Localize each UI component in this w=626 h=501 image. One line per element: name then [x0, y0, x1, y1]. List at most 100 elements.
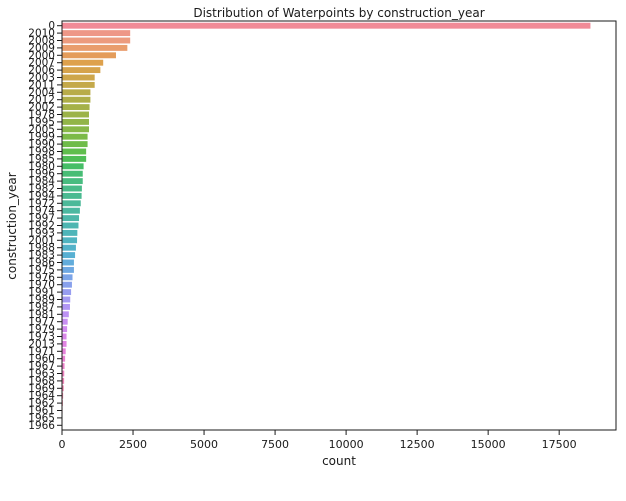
bar-1977 [62, 318, 68, 325]
y-tick-label: 1985 [28, 153, 55, 165]
y-tick-label: 1970 [28, 279, 55, 291]
y-tick-label: 2006 [28, 65, 55, 77]
bar-1992 [62, 222, 79, 229]
y-tick-label: 1980 [28, 161, 55, 173]
y-tick-label: 1981 [28, 309, 55, 321]
bar-1969 [62, 385, 64, 392]
y-tick-labels: 0201020082009200020072006200320112004201… [28, 20, 62, 432]
bar-2002 [62, 104, 90, 111]
bar-1963 [62, 370, 65, 377]
y-tick-label: 1987 [28, 301, 55, 313]
y-tick-label: 1963 [28, 368, 55, 380]
x-tick-label: 2500 [119, 438, 147, 451]
bar-1997 [62, 215, 80, 222]
y-tick-label: 1996 [28, 168, 55, 180]
y-tick-label: 2003 [28, 72, 55, 84]
y-tick-label: 1991 [28, 287, 55, 299]
bar-1964 [62, 392, 64, 399]
y-tick-label: 1976 [28, 272, 55, 284]
y-tick-label: 2000 [28, 50, 55, 62]
bar-1974 [62, 207, 80, 214]
bar-1982 [62, 185, 82, 192]
bar-0 [62, 22, 591, 29]
bar-2004 [62, 89, 91, 96]
y-tick-label: 1965 [28, 412, 55, 424]
bar-2000 [62, 52, 116, 59]
y-tick-label: 1977 [28, 316, 55, 328]
bar-1973 [62, 333, 67, 340]
bar-1994 [62, 192, 82, 199]
y-tick-label: 2013 [28, 338, 55, 350]
bar-1979 [62, 326, 68, 333]
y-tick-label: 1962 [28, 398, 55, 410]
x-tick-label: 5000 [190, 438, 218, 451]
y-tick-label: 2004 [28, 87, 55, 99]
bar-2013 [62, 340, 67, 347]
bar-1970 [62, 281, 72, 288]
bar-1971 [62, 348, 66, 355]
bar-2011 [62, 81, 95, 88]
y-tick-label: 1971 [28, 346, 55, 358]
y-tick-label: 2011 [28, 79, 55, 91]
y-tick-label: 0 [48, 20, 55, 32]
bar-1988 [62, 244, 76, 251]
y-tick-label: 1961 [28, 405, 55, 417]
bar-1993 [62, 229, 78, 236]
y-tick-label: 2001 [28, 235, 55, 247]
bar-2001 [62, 237, 78, 244]
bar-2012 [62, 96, 91, 103]
x-tick-label: 12500 [400, 438, 435, 451]
bar-1989 [62, 296, 71, 303]
y-tick-label: 1984 [28, 176, 55, 188]
bar-1998 [62, 148, 87, 155]
y-tick-label: 1988 [28, 242, 55, 254]
y-tick-label: 1997 [28, 213, 55, 225]
y-tick-label: 2005 [28, 124, 55, 136]
bars-group [62, 22, 591, 429]
y-tick-label: 1983 [28, 250, 55, 262]
bar-1984 [62, 178, 83, 185]
chart-title: Distribution of Waterpoints by construct… [193, 6, 484, 20]
bar-2007 [62, 59, 104, 66]
y-tick-label: 1973 [28, 331, 55, 343]
y-tick-label: 1986 [28, 257, 55, 269]
bar-1972 [62, 200, 81, 207]
y-tick-label: 2007 [28, 57, 55, 69]
bar-1990 [62, 141, 88, 148]
bar-1980 [62, 163, 84, 170]
y-tick-label: 1972 [28, 198, 55, 210]
y-tick-label: 1993 [28, 227, 55, 239]
y-tick-label: 2012 [28, 94, 55, 106]
bar-2008 [62, 37, 131, 44]
y-tick-label: 1979 [28, 324, 55, 336]
bar-1987 [62, 303, 70, 310]
y-tick-label: 1994 [28, 190, 55, 202]
bar-1991 [62, 289, 72, 296]
y-tick-label: 1992 [28, 220, 55, 232]
x-tick-label: 17500 [542, 438, 577, 451]
bar-2003 [62, 74, 95, 81]
y-axis-label: construction_year [5, 172, 19, 279]
bar-1960 [62, 355, 66, 362]
y-tick-label: 1960 [28, 353, 55, 365]
bar-1996 [62, 170, 83, 177]
y-tick-label: 1966 [28, 420, 55, 432]
y-tick-label: 1969 [28, 383, 55, 395]
x-tick-label: 10000 [329, 438, 364, 451]
bar-1981 [62, 311, 69, 318]
bar-2005 [62, 126, 89, 133]
x-tick-label: 15000 [471, 438, 506, 451]
bar-1978 [62, 111, 89, 118]
bar-1976 [62, 274, 73, 281]
y-tick-label: 1968 [28, 375, 55, 387]
bar-1985 [62, 155, 87, 162]
x-tick-labels: 0 2500 5000 7500 10000 12500 15000 17500 [59, 430, 577, 451]
y-tick-label: 1995 [28, 116, 55, 128]
y-tick-label: 2002 [28, 102, 55, 114]
y-tick-label: 1967 [28, 361, 55, 373]
y-tick-label: 1978 [28, 109, 55, 121]
y-tick-label: 1964 [28, 390, 55, 402]
y-tick-label: 2010 [28, 28, 55, 40]
bar-1967 [62, 363, 65, 370]
